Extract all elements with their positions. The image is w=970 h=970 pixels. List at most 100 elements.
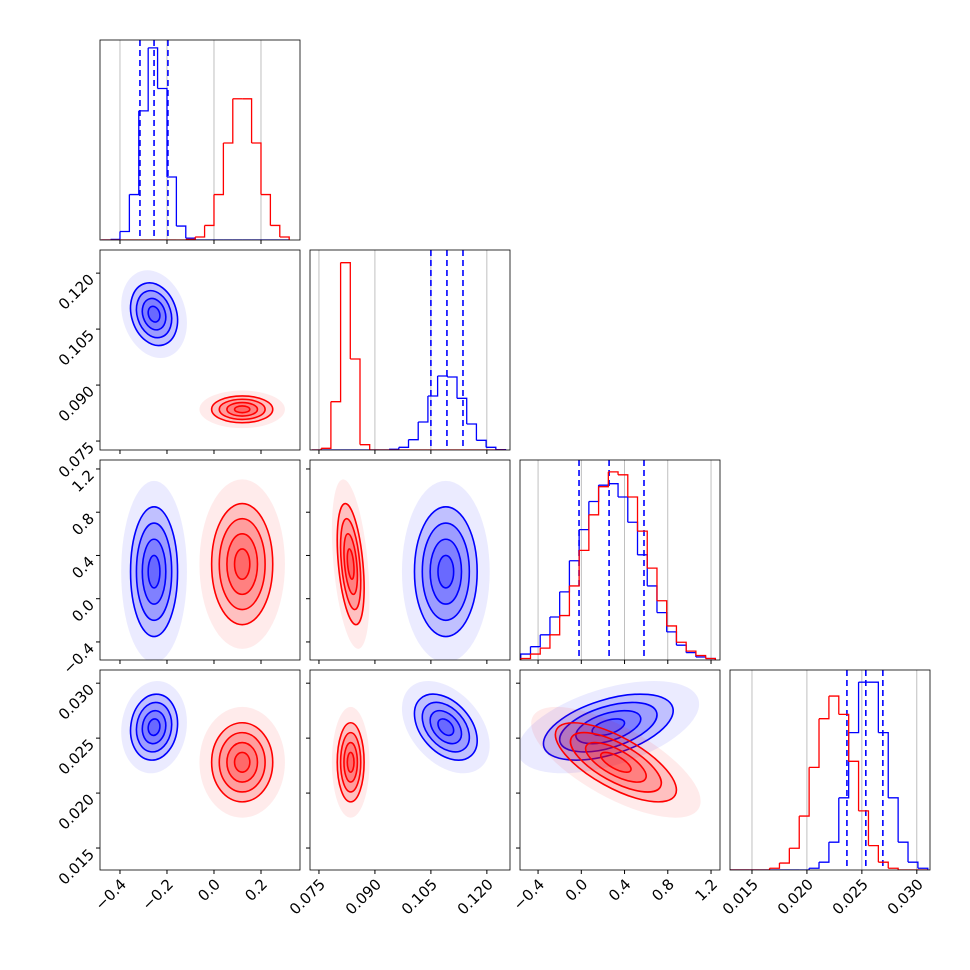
contour-line <box>437 718 455 737</box>
contour-fill <box>211 722 273 802</box>
x-tick-label: 0.2 <box>241 875 271 905</box>
contour-line <box>421 522 471 622</box>
contour-line <box>135 289 173 339</box>
contour-line <box>339 731 362 793</box>
contour-line <box>129 693 179 761</box>
histogram-step <box>176 239 187 240</box>
contour-line <box>591 718 626 737</box>
contour-line <box>584 741 647 783</box>
contour-line <box>346 751 355 773</box>
sample-cloud <box>401 680 490 774</box>
contour-line <box>226 401 259 417</box>
histogram-panel <box>101 40 290 240</box>
histogram-step <box>588 486 600 516</box>
contour-fill <box>234 752 250 773</box>
x-tick-label: −0.2 <box>138 875 176 913</box>
histogram-step <box>759 868 771 870</box>
histogram-step <box>447 376 458 399</box>
sample-cloud <box>121 270 187 359</box>
contour-line <box>336 721 365 803</box>
contour-fill <box>226 533 258 595</box>
histogram-step <box>627 521 639 555</box>
contour-fill <box>211 503 273 625</box>
histogram-step <box>559 585 571 617</box>
histogram-step <box>848 760 860 811</box>
y-tick-label: 0.105 <box>55 326 98 369</box>
y-tick-label: 0.020 <box>55 790 98 833</box>
panel-frame <box>519 669 721 871</box>
histogram-step <box>686 650 697 656</box>
contour-fill <box>226 402 258 417</box>
y-tick-label: −0.4 <box>60 639 98 677</box>
histogram-step <box>908 861 919 869</box>
contour-fill <box>226 742 258 783</box>
contour-line <box>429 538 463 605</box>
contour-fill <box>585 742 647 783</box>
contour-line <box>233 405 251 414</box>
histogram-step <box>868 681 880 733</box>
histogram-step <box>878 861 889 869</box>
histogram-step <box>878 731 889 798</box>
histogram-step <box>828 797 840 843</box>
contour-fill <box>219 732 266 792</box>
histogram-step <box>166 176 178 227</box>
histogram-step <box>466 423 478 441</box>
histogram-step <box>888 797 899 843</box>
contour-line <box>343 533 359 596</box>
histogram-step <box>569 529 580 562</box>
histogram-step <box>618 474 629 498</box>
y-tick-label: 0.015 <box>55 845 98 888</box>
contour-fill <box>142 710 166 744</box>
contour-line <box>226 533 259 596</box>
contour-fill <box>600 752 632 773</box>
histogram-step <box>311 448 322 450</box>
y-tick-label: 0.0 <box>68 596 98 626</box>
contour-panel <box>520 680 701 818</box>
contour-line <box>339 517 362 611</box>
contour-line <box>336 502 365 626</box>
contour-line <box>554 721 678 803</box>
histogram-step <box>656 611 668 632</box>
histogram-step <box>350 358 361 445</box>
histogram-step <box>204 194 215 227</box>
histogram-step <box>270 224 281 237</box>
histogram-step <box>588 485 600 503</box>
histogram-step <box>213 143 225 196</box>
histogram-step <box>579 501 590 531</box>
histogram-panel <box>311 250 507 450</box>
contour-line <box>218 398 266 421</box>
histogram-step <box>408 422 419 441</box>
histogram-step <box>686 651 697 658</box>
contour-fill <box>148 718 160 736</box>
contour-fill <box>130 282 178 346</box>
histogram-step <box>148 47 159 89</box>
histogram-step <box>185 236 196 240</box>
contour-line <box>210 395 274 424</box>
histogram-step <box>176 225 187 239</box>
histogram-step <box>637 554 648 586</box>
histogram-step <box>520 654 532 660</box>
contour-line <box>429 709 463 745</box>
contour-fill <box>555 722 677 802</box>
histogram-step <box>868 845 880 863</box>
contour-line <box>141 709 167 745</box>
histogram-step <box>819 696 830 720</box>
histogram-step <box>486 446 497 450</box>
histogram-step <box>476 439 487 448</box>
contour-line <box>218 731 266 793</box>
histogram-step <box>705 657 717 660</box>
contour-line <box>129 282 179 347</box>
contour-panel <box>121 479 285 660</box>
contour-line <box>233 751 251 773</box>
contour-fill <box>414 694 478 761</box>
x-tick-label: 0.105 <box>398 875 441 918</box>
x-tick-label: 1.2 <box>691 875 721 905</box>
contour-fill <box>343 742 358 783</box>
histogram-step <box>540 617 551 636</box>
panel-frame <box>99 39 301 241</box>
contour-line <box>147 305 161 323</box>
x-tick-label: 0.020 <box>774 875 817 918</box>
contour-line <box>147 718 161 737</box>
contour-panel <box>121 270 285 429</box>
